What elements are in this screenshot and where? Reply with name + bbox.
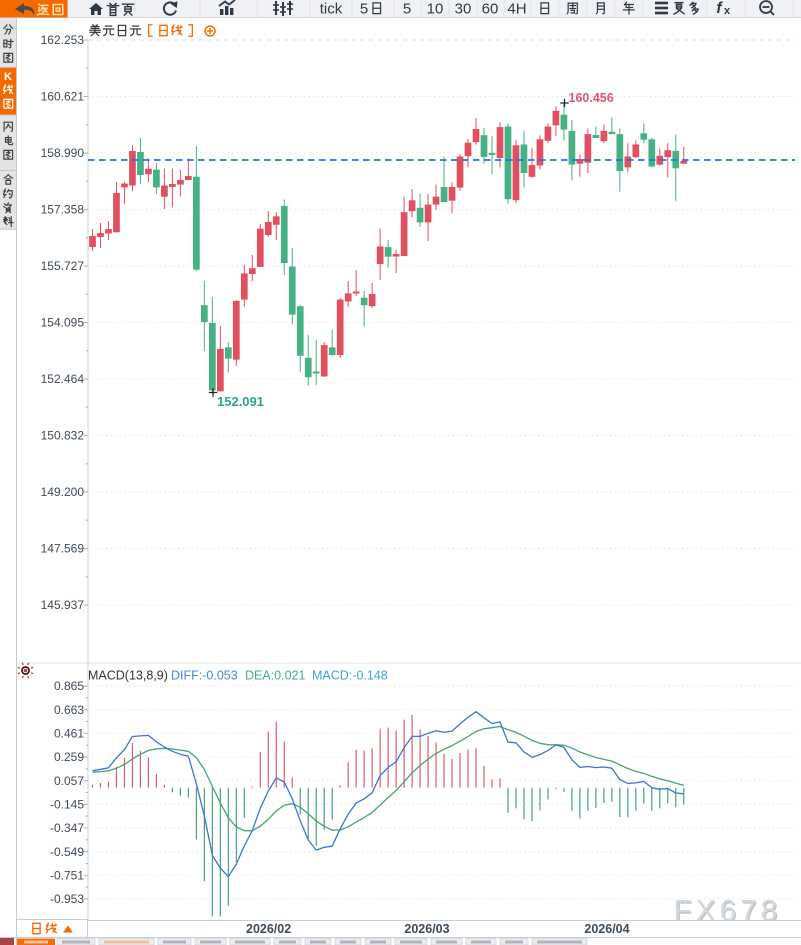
svg-text:-0.549: -0.549 [50,845,84,859]
svg-text:-0.953: -0.953 [50,892,84,906]
svg-text:MACD:-0.148: MACD:-0.148 [312,669,388,683]
svg-text:152.091: 152.091 [217,394,264,409]
svg-text:149.200: 149.200 [41,485,85,499]
svg-text:DIFF:-0.053: DIFF:-0.053 [171,669,238,683]
svg-text:157.358: 157.358 [41,203,85,217]
svg-text:158.990: 158.990 [41,146,85,160]
svg-text:4H: 4H [507,1,526,18]
svg-text:10: 10 [427,1,444,18]
svg-text:f: f [716,0,723,17]
svg-text:0.461: 0.461 [54,727,84,741]
svg-text:x: x [724,5,731,17]
svg-text:145.937: 145.937 [41,598,85,612]
svg-text:2026/03: 2026/03 [404,922,449,936]
svg-text:30: 30 [455,1,472,18]
svg-text:160.456: 160.456 [569,91,614,105]
svg-text:162.253: 162.253 [41,33,85,47]
svg-text:tick: tick [320,1,343,18]
svg-text:147.569: 147.569 [41,542,85,556]
svg-text:150.832: 150.832 [41,429,85,443]
svg-text:2026/02: 2026/02 [246,922,291,936]
svg-text:-0.751: -0.751 [50,869,84,883]
svg-text:0.663: 0.663 [54,703,84,717]
svg-text:0.057: 0.057 [54,774,84,788]
svg-text:K: K [4,71,12,83]
svg-text:0.259: 0.259 [54,750,84,764]
svg-text:154.095: 154.095 [41,316,85,330]
svg-text:5: 5 [360,1,368,18]
svg-text:155.727: 155.727 [41,259,85,273]
svg-text:0.865: 0.865 [54,679,84,693]
svg-text:-0.145: -0.145 [50,798,84,812]
svg-text:2026/04: 2026/04 [584,922,629,936]
svg-text:152.464: 152.464 [41,372,85,386]
svg-text:DEA:0.021: DEA:0.021 [245,669,306,683]
svg-text:160.621: 160.621 [41,90,85,104]
svg-text:MACD(13,8,9): MACD(13,8,9) [88,669,168,683]
svg-text:5: 5 [403,1,411,18]
svg-text:60: 60 [482,1,499,18]
svg-text:-0.347: -0.347 [50,821,84,835]
